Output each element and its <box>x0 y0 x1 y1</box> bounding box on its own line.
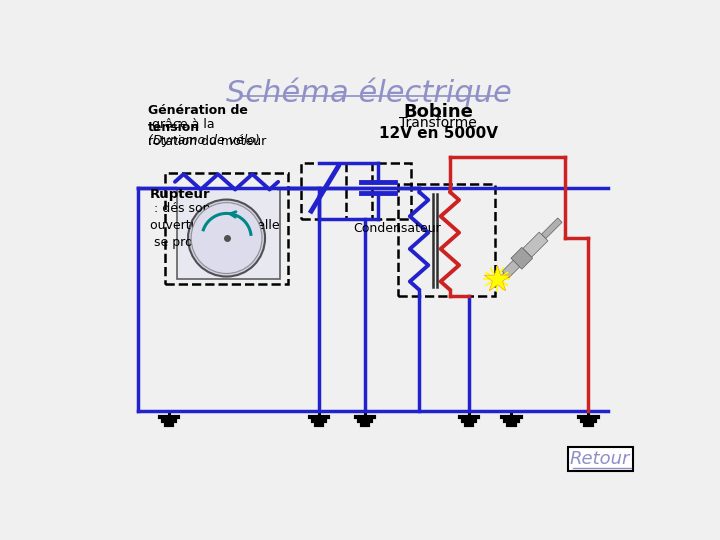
Bar <box>176 188 281 279</box>
Circle shape <box>188 200 265 276</box>
Text: 12V en 5000V: 12V en 5000V <box>379 126 498 141</box>
Text: Retour: Retour <box>570 450 630 468</box>
Text: Rupteur: Rupteur <box>150 188 210 201</box>
Circle shape <box>191 202 262 273</box>
Text: Schéma électrique: Schéma électrique <box>226 78 512 109</box>
Text: : dés son
ouverture l 'étincelle
 se produit.: : dés son ouverture l 'étincelle se prod… <box>150 202 279 249</box>
Polygon shape <box>541 218 562 239</box>
Text: Transforme: Transforme <box>400 116 477 130</box>
Bar <box>567 447 633 471</box>
Text: Génération de
tension: Génération de tension <box>148 104 248 134</box>
Bar <box>346 164 411 219</box>
Text: grâce à la
rotation du moteur: grâce à la rotation du moteur <box>148 118 266 148</box>
Text: Condensateur: Condensateur <box>354 222 441 235</box>
Text: Bobine: Bobine <box>403 103 473 122</box>
Polygon shape <box>511 247 533 269</box>
Point <box>491 275 503 284</box>
Polygon shape <box>498 273 507 282</box>
Bar <box>398 184 495 296</box>
Polygon shape <box>502 260 520 278</box>
Bar <box>301 164 372 219</box>
Text: (Dynamo de vélo): (Dynamo de vélo) <box>148 134 260 147</box>
Bar <box>165 173 288 284</box>
Polygon shape <box>523 232 548 257</box>
